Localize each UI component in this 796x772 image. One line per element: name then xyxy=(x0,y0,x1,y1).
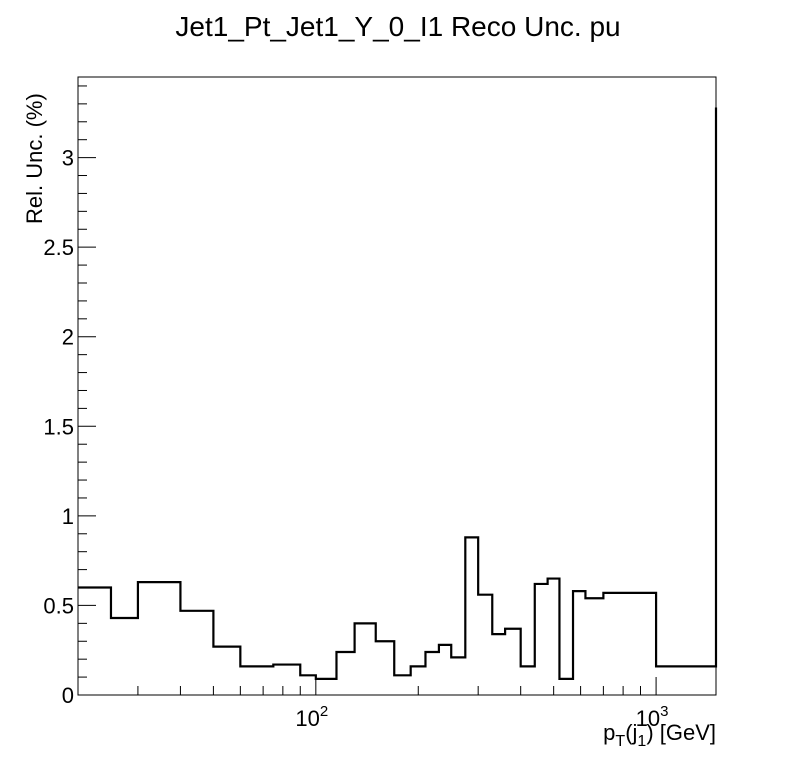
y-tick-label: 0 xyxy=(62,683,74,708)
plot-frame xyxy=(77,76,717,696)
y-tick-label: 1.5 xyxy=(43,414,74,439)
x-axis-label: pT(j1) [GeV] xyxy=(603,720,716,750)
x-axis-tick-labels: 102 103 xyxy=(295,703,668,731)
y-tick-label: 2.5 xyxy=(43,235,74,260)
y-tick-label: 3 xyxy=(62,146,74,171)
series-histogram-line xyxy=(78,107,718,680)
y-axis-label: Rel. Unc. (%) xyxy=(22,93,47,224)
y-axis-ticks xyxy=(78,85,96,696)
y-axis-tick-labels: 0 0.5 1 1.5 2 2.5 3 xyxy=(43,146,74,708)
chart-title: Jet1_Pt_Jet1_Y_0_I1 Reco Unc. pu xyxy=(175,11,620,42)
x-tick-label: 102 xyxy=(295,703,328,731)
x-tick-label: 103 xyxy=(636,703,669,731)
y-tick-label: 1 xyxy=(62,504,74,529)
y-tick-label: 0.5 xyxy=(43,593,74,618)
y-tick-label: 2 xyxy=(62,325,74,350)
x-axis-ticks xyxy=(77,677,657,695)
